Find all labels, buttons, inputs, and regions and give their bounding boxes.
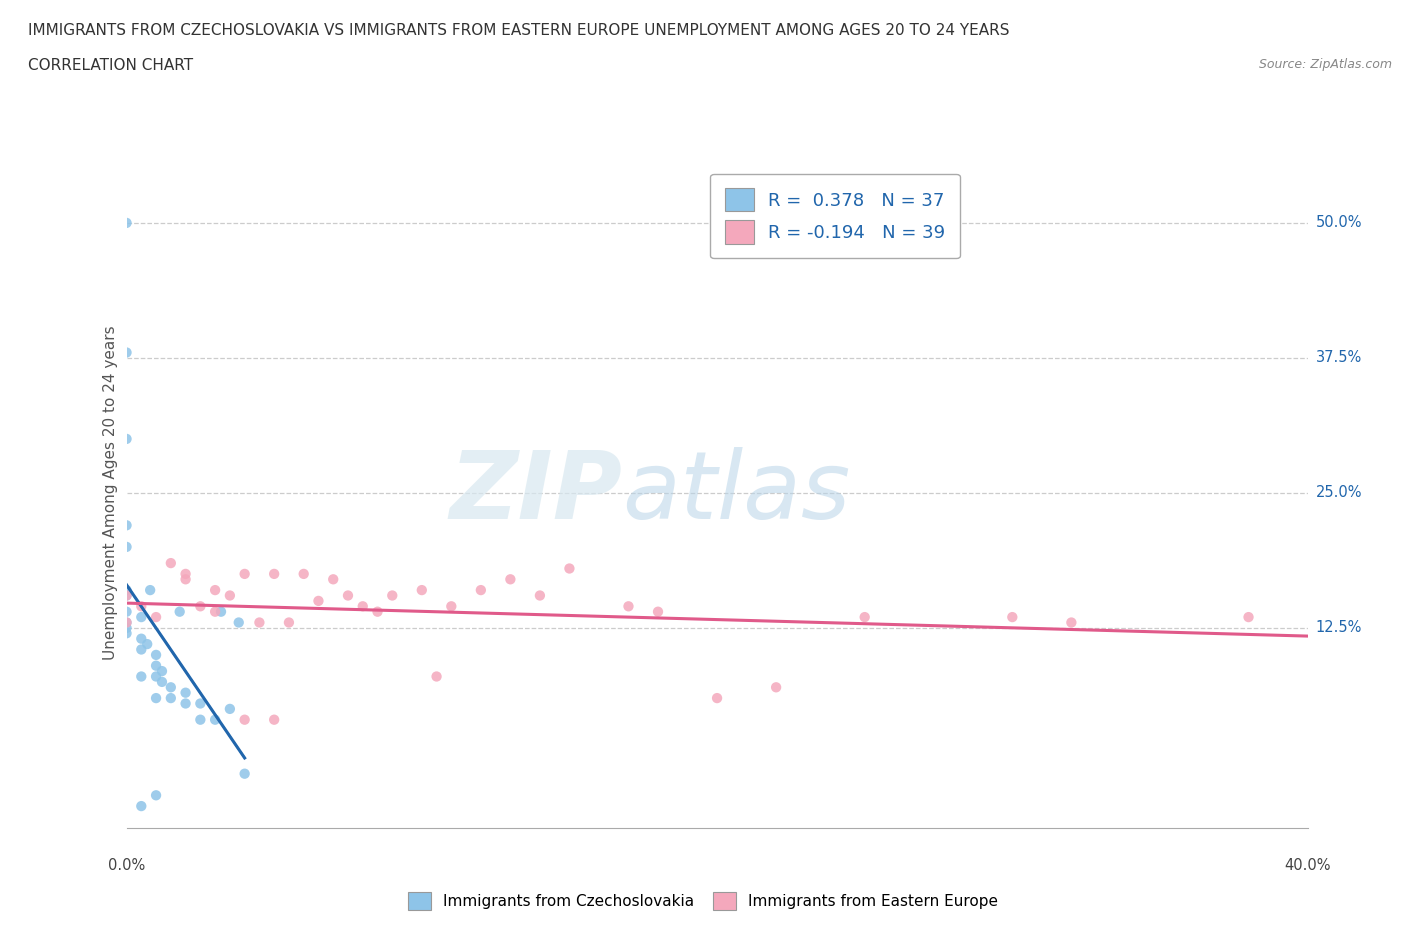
Point [159,680,183,695]
Point [145,788,167,803]
Point [145,669,167,684]
Point [145,658,167,673]
Point [150,674,173,689]
Point [233,712,256,727]
Point [115,615,138,630]
Point [322,572,344,587]
Point [188,712,211,727]
Point [617,599,640,614]
Point [1060,615,1083,630]
Point [425,669,447,684]
Point [115,583,138,598]
Point [765,680,787,695]
Point [115,216,138,231]
Point [115,620,138,635]
Point [115,539,138,554]
Point [115,588,138,603]
Text: IMMIGRANTS FROM CZECHOSLOVAKIA VS IMMIGRANTS FROM EASTERN EUROPE UNEMPLOYMENT AM: IMMIGRANTS FROM CZECHOSLOVAKIA VS IMMIGR… [28,23,1010,38]
Point [174,566,197,581]
Point [209,604,232,619]
Point [150,664,173,679]
Point [115,345,138,360]
Point [204,604,226,619]
Point [145,610,167,625]
Point [115,626,138,641]
Point [129,631,153,646]
Point [188,599,211,614]
Point [292,566,315,581]
Point [307,593,329,608]
Point [159,691,183,706]
Point [706,691,728,706]
Point [174,685,197,700]
Point [174,572,197,587]
Point [1237,610,1260,625]
Point [381,588,404,603]
Text: Source: ZipAtlas.com: Source: ZipAtlas.com [1258,58,1392,71]
Point [228,615,250,630]
Point [204,712,226,727]
Point [129,799,153,814]
Point [366,604,388,619]
Point [263,566,285,581]
Point [278,615,301,630]
Point [263,712,285,727]
Point [499,572,522,587]
Point [558,561,581,576]
Point [159,555,183,570]
Point [129,669,153,684]
Text: 12.5%: 12.5% [1316,620,1362,635]
Point [352,599,374,614]
Legend: R =  0.378   N = 37, R = -0.194   N = 39: R = 0.378 N = 37, R = -0.194 N = 39 [710,174,960,259]
Point [219,701,242,716]
Point [129,642,153,657]
Point [115,588,138,603]
Point [204,583,226,598]
Text: atlas: atlas [623,447,851,538]
Text: 40.0%: 40.0% [1284,858,1331,873]
Text: 0.0%: 0.0% [108,858,145,873]
Point [647,604,669,619]
Point [337,588,360,603]
Point [136,637,159,652]
Point [188,696,211,711]
Point [440,599,463,614]
Point [145,691,167,706]
Point [470,583,492,598]
Point [1001,610,1024,625]
Text: 37.5%: 37.5% [1316,351,1362,365]
Point [115,518,138,533]
Point [853,610,876,625]
Legend: Immigrants from Czechoslovakia, Immigrants from Eastern Europe: Immigrants from Czechoslovakia, Immigran… [401,884,1005,918]
Point [174,696,197,711]
Point [233,766,256,781]
Point [129,599,153,614]
Y-axis label: Unemployment Among Ages 20 to 24 years: Unemployment Among Ages 20 to 24 years [103,326,118,660]
Point [115,615,138,630]
Text: 50.0%: 50.0% [1316,216,1362,231]
Point [139,583,162,598]
Point [169,604,191,619]
Point [529,588,551,603]
Point [233,566,256,581]
Point [145,647,167,662]
Point [115,432,138,446]
Point [411,583,433,598]
Point [219,588,242,603]
Point [115,604,138,619]
Text: CORRELATION CHART: CORRELATION CHART [28,58,193,73]
Text: 25.0%: 25.0% [1316,485,1362,500]
Text: ZIP: ZIP [450,447,623,538]
Point [247,615,270,630]
Point [129,610,153,625]
